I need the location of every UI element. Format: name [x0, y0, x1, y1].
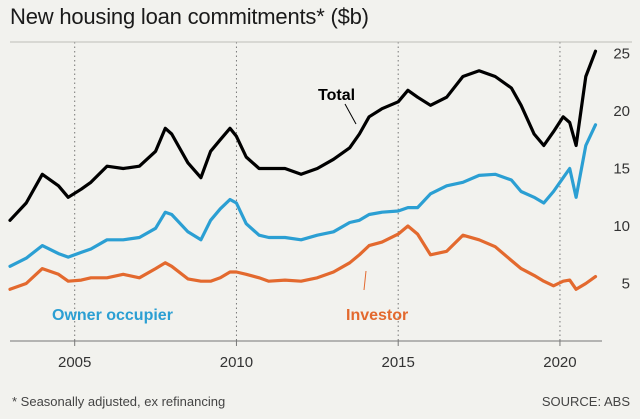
series	[8, 49, 598, 291]
y-tick-label-25: 25	[613, 46, 630, 63]
total-leader-line	[344, 103, 357, 125]
owner-occupier-label: Owner occupier	[52, 307, 173, 324]
x-tick-label-2005: 2005	[58, 354, 91, 371]
investor-label: Investor	[346, 307, 408, 324]
source-note: SOURCE: ABS	[541, 394, 630, 409]
series-line-owner-occupier	[8, 123, 598, 268]
x-tick-label-2010: 2010	[220, 354, 253, 371]
total-label: Total	[318, 87, 355, 104]
series-line-total	[8, 49, 598, 222]
series-line-investor	[8, 224, 598, 291]
x-tick-label-2020: 2020	[543, 354, 576, 371]
y-tick-label-5: 5	[622, 276, 630, 293]
y-tick-label-20: 20	[613, 103, 630, 120]
y-tick-label-15: 15	[613, 161, 630, 178]
tick-labels: 2005 2010 2015 2020 5 10 15 20 25	[58, 46, 630, 372]
chart-title: New housing loan commitments* ($b)	[10, 4, 369, 29]
series-labels: Total Owner occupier Investor	[52, 87, 408, 324]
y-tick-label-10: 10	[613, 218, 630, 235]
axes	[10, 41, 632, 342]
footnote: * Seasonally adjusted, ex refinancing	[12, 394, 226, 409]
x-tick-label-2015: 2015	[382, 354, 415, 371]
investor-leader-line	[363, 270, 367, 291]
